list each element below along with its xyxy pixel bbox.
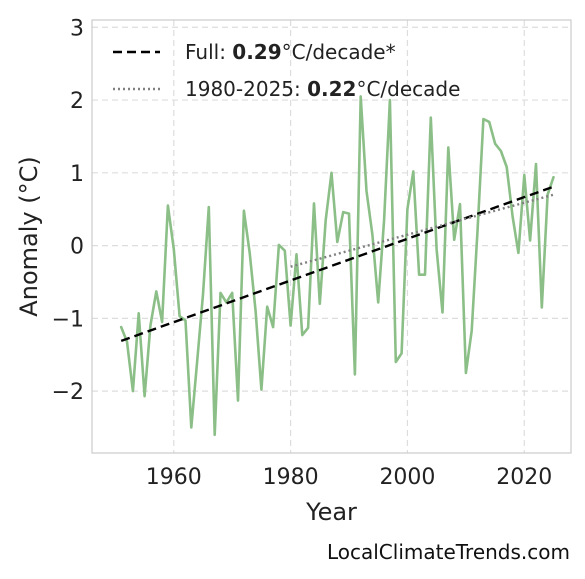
tick-labels: 1960 1980 2000 2020 −2 −1 0 1 2 3 [52,16,553,490]
x-tick-label-2000: 2000 [379,465,435,490]
plot-frame [91,19,572,454]
y-tick-label--2: −2 [52,380,84,405]
credit-text: LocalClimateTrends.com [327,540,570,564]
legend-prefix-1980-2025: 1980-2025: [185,77,307,101]
legend-value-full: 0.29 [232,40,281,64]
y-tick-label--1: −1 [52,307,84,332]
legend: Full: 0.29°C/decade* 1980-2025: 0.22°C/d… [113,40,460,101]
legend-prefix-full: Full: [185,40,232,64]
legend-value-1980-2025: 0.22 [307,77,356,101]
grid [92,20,571,453]
series-layer [119,95,555,437]
legend-suffix-1980-2025: °C/decade [356,77,460,101]
y-tick-label-2: 2 [70,89,84,114]
y-tick-label-3: 3 [70,16,84,41]
series-line-anomaly [119,95,555,437]
series-line-1980-2025 [290,193,554,268]
legend-label-full: Full: 0.29°C/decade* [185,40,396,64]
y-tick-label-0: 0 [70,235,84,260]
y-tick-label-1: 1 [70,162,84,187]
legend-suffix-full: °C/decade* [282,40,396,64]
x-tick-label-2020: 2020 [496,465,552,490]
x-axis-title: Year [305,498,357,526]
y-axis-title: Anomaly (°C) [15,156,43,316]
x-tick-label-1980: 1980 [263,465,319,490]
series-line-full [120,185,554,343]
x-tick-label-1960: 1960 [146,465,202,490]
legend-label-1980-2025: 1980-2025: 0.22°C/decade [185,77,460,101]
